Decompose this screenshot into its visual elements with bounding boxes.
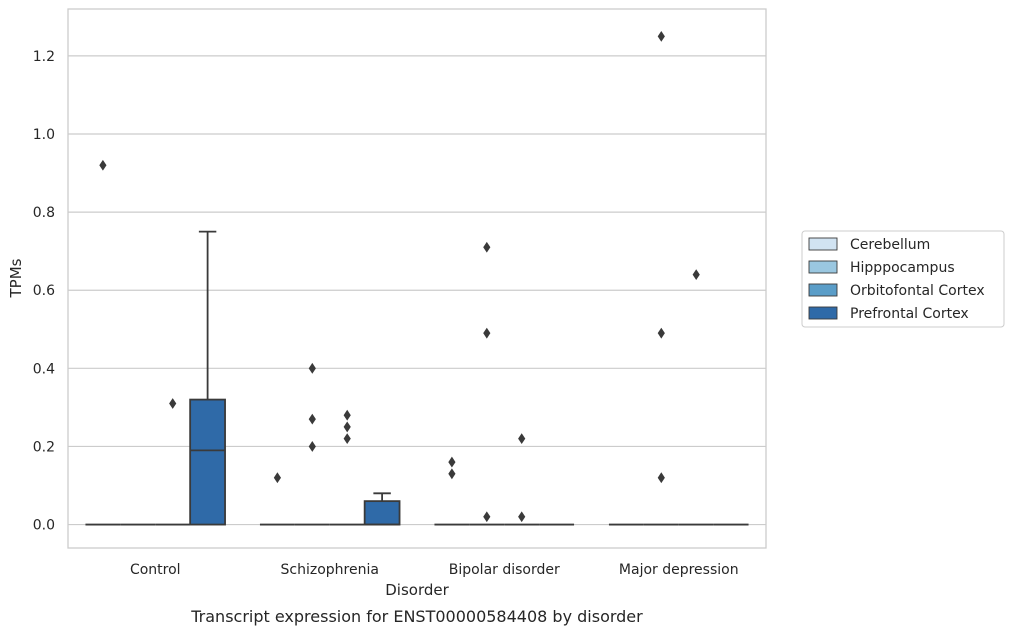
legend-label: Orbitofontal Cortex xyxy=(850,283,985,299)
y-gridlines xyxy=(68,55,766,526)
outlier-point xyxy=(657,327,665,339)
outlier-point xyxy=(518,433,526,445)
y-tick-labels: 0.0 0.2 0.4 0.6 0.8 1.0 1.2 xyxy=(33,49,55,534)
y-tick-label: 1.0 xyxy=(33,127,55,143)
y-tick-label: 0.0 xyxy=(33,518,55,534)
outlier-point xyxy=(343,409,351,421)
x-tick-label: Major depression xyxy=(619,562,739,578)
outlier-point xyxy=(343,421,351,433)
outlier-point xyxy=(483,241,491,253)
y-axis-label: TPMs xyxy=(7,258,25,298)
legend-label: Cerebellum xyxy=(850,237,930,253)
legend-swatch xyxy=(808,237,838,251)
legend-label: Hipppocampus xyxy=(850,260,955,276)
box-prefrontal-cortex xyxy=(363,492,401,526)
outlier-point xyxy=(308,441,316,452)
outlier-point xyxy=(448,456,456,468)
outlier-point xyxy=(483,511,491,523)
legend-swatch xyxy=(808,283,838,297)
legend-item: Orbitofontal Cortex xyxy=(808,283,985,299)
legend-item: Hipppocampus xyxy=(808,260,955,276)
outlier-point xyxy=(273,472,281,484)
legend-item: Prefrontal Cortex xyxy=(808,306,969,322)
x-tick-label: Schizophrenia xyxy=(281,562,379,578)
plot-background xyxy=(68,9,766,548)
y-tick-label: 1.2 xyxy=(33,49,55,65)
x-tick-label: Control xyxy=(130,562,181,578)
legend-swatch xyxy=(808,260,838,274)
outlier-point xyxy=(657,30,665,42)
legend-swatch xyxy=(808,306,838,320)
y-tick-label: 0.4 xyxy=(33,361,55,377)
outlier-point xyxy=(448,468,456,480)
plot-frame xyxy=(67,8,767,549)
outlier-point xyxy=(308,362,316,374)
x-tick-label: Bipolar disorder xyxy=(449,562,560,578)
box-body xyxy=(189,398,226,526)
outlier-point xyxy=(518,511,526,523)
outlier-point xyxy=(169,398,177,409)
outlier-point xyxy=(692,269,700,280)
x-tick-labels: Control Schizophrenia Bipolar disorder Majo… xyxy=(130,562,739,578)
legend: Cerebellum Hipppocampus Orbitofontal Corte… xyxy=(801,230,1005,328)
outlier-point xyxy=(483,327,491,339)
box-body xyxy=(363,500,401,526)
outlier-point xyxy=(308,413,316,425)
x-axis-label: Disorder xyxy=(385,581,449,599)
box-prefrontal-cortex xyxy=(189,230,226,526)
outlier-point xyxy=(99,159,107,171)
outliers-layer xyxy=(99,30,700,523)
y-tick-label: 0.2 xyxy=(33,439,55,455)
boxes-layer xyxy=(85,230,749,526)
y-tick-label: 0.6 xyxy=(33,283,55,299)
legend-label: Prefrontal Cortex xyxy=(850,306,969,322)
chart-caption: Transcript expression for ENST0000058440… xyxy=(190,607,643,626)
legend-item: Cerebellum xyxy=(808,237,930,253)
legend-frame xyxy=(801,230,1005,328)
y-tick-label: 0.8 xyxy=(33,205,55,221)
outlier-point xyxy=(657,472,665,484)
outlier-point xyxy=(343,433,351,445)
